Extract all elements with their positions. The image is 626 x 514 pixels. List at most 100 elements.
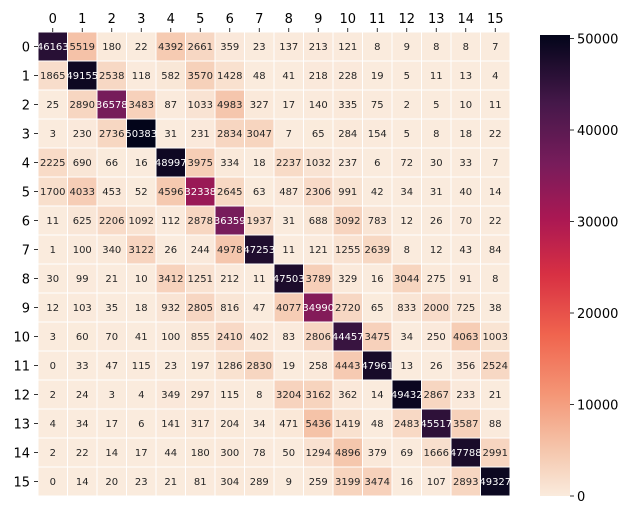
cell-label-r3-c8: 7 [286, 129, 292, 140]
cell-label-r4-c13: 30 [430, 158, 443, 169]
cell-label-r3-c15: 22 [489, 129, 502, 140]
heatmap-cell-r8-c4 [155, 263, 186, 294]
cell-label-r7-c0: 1 [50, 245, 56, 256]
heatmap-cell-r6-c10 [332, 205, 363, 236]
cell-label-r2-c14: 10 [459, 100, 472, 111]
heatmap-cell-r0-c12 [391, 31, 422, 62]
heatmap-cell-r14-c6 [214, 437, 245, 468]
x-tick-label-8: 8 [285, 12, 293, 27]
cell-label-r9-c2: 35 [105, 303, 118, 314]
heatmap-cell-r14-c14 [450, 437, 481, 468]
heatmap-cell-r10-c9 [303, 321, 334, 352]
heatmap-cell-r0-c14 [450, 31, 481, 62]
cell-label-r4-c10: 237 [338, 158, 357, 169]
cell-label-r10-c6: 2410 [217, 332, 242, 343]
y-tick-label-4: 4 [22, 157, 30, 172]
heatmap-cell-r6-c4 [155, 205, 186, 236]
cell-label-r0-c15: 7 [492, 42, 498, 53]
cell-label-r8-c11: 16 [371, 274, 384, 285]
heatmap-cells [37, 31, 511, 497]
cell-label-r4-c2: 66 [105, 158, 118, 169]
colorbar-tick-label-10000: 10000 [577, 399, 618, 414]
cell-label-r6-c12: 12 [400, 216, 413, 227]
heatmap-cell-r3-c11 [362, 118, 393, 149]
cell-label-r7-c12: 8 [404, 245, 410, 256]
heatmap-cell-r12-c15 [480, 379, 511, 410]
heatmap-cell-r6-c3 [126, 205, 157, 236]
cell-label-r13-c2: 17 [105, 419, 118, 430]
cell-label-r14-c11: 379 [368, 448, 387, 459]
y-tick-label-3: 3 [22, 128, 30, 143]
heatmap-cell-r13-c0 [37, 408, 68, 439]
cell-label-r10-c8: 83 [282, 332, 295, 343]
cell-label-r5-c6: 2645 [217, 187, 242, 198]
y-tick-label-8: 8 [22, 273, 30, 288]
cell-label-r0-c11: 8 [374, 42, 380, 53]
heatmap-cell-r0-c2 [96, 31, 127, 62]
heatmap-cell-r5-c15 [480, 176, 511, 207]
cell-label-r2-c8: 17 [282, 100, 295, 111]
x-tick-label-4: 4 [167, 12, 175, 27]
cell-label-r0-c4: 4392 [158, 42, 183, 53]
colorbar: 0 10000 20000 30000 40000 50000 [540, 33, 618, 505]
heatmap-cell-r11-c8 [273, 350, 304, 381]
cell-label-r3-c14: 18 [459, 129, 472, 140]
cell-label-r10-c15: 1003 [483, 332, 508, 343]
cell-label-r15-c12: 16 [400, 477, 413, 488]
heatmap-cell-r5-c4 [155, 176, 186, 207]
cell-label-r14-c5: 180 [191, 448, 210, 459]
heatmap-cell-r7-c0 [37, 234, 68, 265]
cell-label-r4-c5: 3975 [188, 158, 213, 169]
heatmap-cell-r1-c15 [480, 60, 511, 91]
y-tick-label-2: 2 [22, 99, 30, 114]
heatmap-cell-r11-c13 [421, 350, 452, 381]
heatmap-cell-r1-c9 [303, 60, 334, 91]
cell-label-r2-c6: 4983 [217, 100, 242, 111]
heatmap-cell-r3-c1 [67, 118, 98, 149]
heatmap-cell-r15-c12 [391, 466, 422, 497]
cell-label-r13-c12: 2483 [394, 419, 419, 430]
heatmap-cell-r14-c1 [67, 437, 98, 468]
x-tick-label-10: 10 [339, 12, 356, 27]
heatmap-cell-r12-c0 [37, 379, 68, 410]
cell-label-r14-c14: 47788 [450, 448, 482, 459]
heatmap-cell-r7-c10 [332, 234, 363, 265]
heatmap-cell-r14-c15 [480, 437, 511, 468]
cell-label-r7-c14: 43 [459, 245, 472, 256]
cell-label-r10-c11: 3475 [365, 332, 390, 343]
heatmap-cell-r15-c3 [126, 466, 157, 497]
cell-label-r8-c5: 1251 [188, 274, 213, 285]
cell-label-r11-c8: 19 [282, 361, 295, 372]
cell-label-r13-c3: 6 [138, 419, 144, 430]
heatmap-cell-r1-c2 [96, 60, 127, 91]
x-tick-label-14: 14 [457, 12, 474, 27]
cell-label-r4-c8: 2237 [276, 158, 301, 169]
cell-label-r6-c10: 3092 [335, 216, 360, 227]
cell-label-r5-c13: 31 [430, 187, 443, 198]
cell-label-r5-c2: 453 [102, 187, 121, 198]
cell-label-r7-c5: 244 [191, 245, 210, 256]
heatmap-cell-r4-c15 [480, 147, 511, 178]
heatmap-cell-r6-c6 [214, 205, 245, 236]
cell-label-r1-c0: 1865 [40, 71, 65, 82]
cell-label-r14-c3: 17 [135, 448, 148, 459]
cell-label-r14-c10: 4896 [335, 448, 360, 459]
cell-label-r4-c4: 48997 [155, 158, 187, 169]
heatmap-cell-labels: 46163 5519 180 22 4392 2661 359 23 137 213 121 8 9 8 8… [37, 42, 511, 488]
heatmap-cell-r5-c5 [185, 176, 216, 207]
heatmap-cell-r10-c13 [421, 321, 452, 352]
heatmap-cell-r11-c6 [214, 350, 245, 381]
heatmap-cell-r9-c4 [155, 292, 186, 323]
cell-label-r9-c11: 65 [371, 303, 384, 314]
cell-label-r11-c3: 115 [132, 361, 151, 372]
cell-label-r8-c0: 30 [46, 274, 59, 285]
cell-label-r10-c13: 250 [427, 332, 446, 343]
colorbar-tick-label-50000: 50000 [577, 33, 618, 48]
cell-label-r0-c14: 8 [463, 42, 469, 53]
cell-label-r15-c2: 20 [105, 477, 118, 488]
cell-label-r11-c1: 33 [76, 361, 89, 372]
cell-label-r6-c8: 31 [282, 216, 295, 227]
cell-label-r15-c11: 3474 [365, 477, 390, 488]
cell-label-r6-c6: 36359 [214, 216, 246, 227]
